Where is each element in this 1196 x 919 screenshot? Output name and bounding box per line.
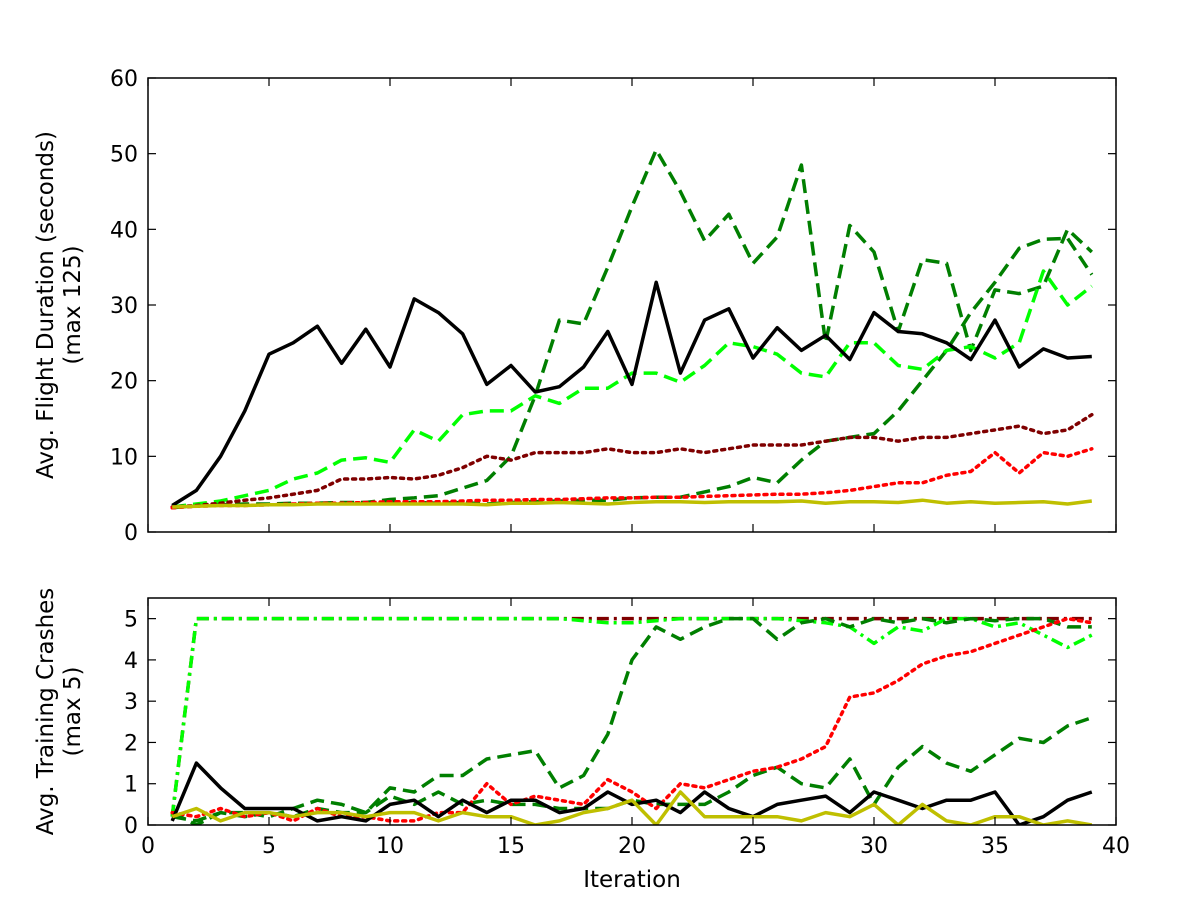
training-crashes-panel: 0 5 10 15 20 25 30 35 40 0 1 2 3 4 5 Avg. Training Cr… [33, 588, 1130, 893]
flight-duration-y-axis-label-max: (max 125) [60, 245, 86, 364]
y-tick-label: 3 [124, 690, 138, 715]
x-tick-label: 15 [497, 834, 525, 859]
y-tick-label: 2 [124, 731, 138, 756]
series-line-6 [170, 447, 1094, 510]
series-line-7 [171, 790, 1093, 825]
training-crashes-series [170, 616, 1094, 825]
training-crashes-axes-frame [147, 597, 1117, 826]
flight-duration-y-ticks: 0 10 20 30 40 50 60 [110, 67, 1116, 546]
flight-duration-panel: 0 10 20 30 40 50 60 Avg. Flight Duration (seco… [33, 67, 1117, 546]
x-tick-label: 5 [262, 834, 276, 859]
series-line-6 [170, 761, 1093, 825]
flight-duration-y-axis-label: Avg. Flight Duration (seconds) [33, 131, 59, 479]
y-tick-label: 60 [110, 67, 138, 92]
training-crashes-x-ticks: 0 5 10 15 20 25 30 35 40 [141, 598, 1130, 859]
flight-duration-axes-frame [147, 77, 1117, 533]
x-tick-label: 35 [981, 834, 1009, 859]
y-tick-label: 5 [124, 608, 138, 633]
training-crashes-y-axis-label-max: (max 5) [60, 666, 86, 756]
x-tick-label: 0 [141, 834, 155, 859]
series-line-2 [170, 616, 1093, 817]
series-line-5 [170, 412, 1094, 509]
x-tick-label: 20 [618, 834, 646, 859]
x-tick-label: 25 [739, 834, 767, 859]
iteration-x-axis-label: Iteration [583, 867, 681, 893]
y-tick-label: 4 [124, 649, 138, 674]
training-crashes-y-ticks: 0 1 2 3 4 5 [124, 608, 1116, 839]
y-tick-label: 50 [110, 143, 138, 168]
series-line-2 [172, 148, 1093, 509]
y-tick-label: 20 [110, 370, 138, 395]
series-line-3 [171, 616, 1092, 825]
series-line-7 [172, 498, 1093, 509]
x-tick-label: 30 [860, 834, 888, 859]
y-tick-label: 40 [110, 218, 138, 243]
flight-duration-series [170, 148, 1094, 510]
series-line-3 [171, 269, 1093, 509]
y-tick-label: 0 [124, 814, 138, 839]
y-tick-label: 30 [110, 294, 138, 319]
series-line-5 [170, 616, 1094, 823]
x-tick-label: 40 [1102, 834, 1130, 859]
x-tick-label: 10 [376, 834, 404, 859]
y-tick-label: 0 [124, 521, 138, 546]
series-line-4 [171, 280, 1092, 507]
flight-duration-x-ticks [147, 78, 1117, 532]
training-crashes-y-axis-label: Avg. Training Crashes [33, 588, 59, 836]
y-tick-label: 10 [110, 445, 138, 470]
series-line-1 [170, 616, 1092, 817]
y-tick-label: 1 [124, 773, 138, 798]
